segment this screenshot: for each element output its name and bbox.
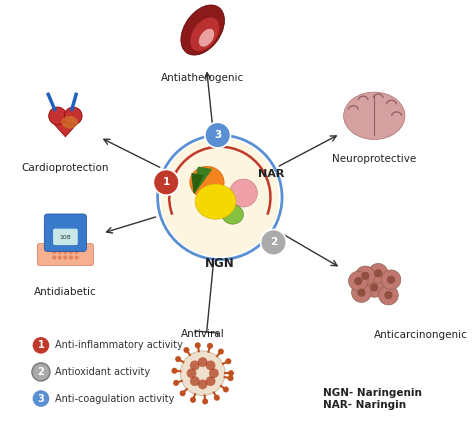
Circle shape: [161, 138, 279, 257]
Circle shape: [190, 376, 200, 386]
Text: NGN: NGN: [205, 257, 235, 269]
Ellipse shape: [190, 166, 224, 198]
Circle shape: [354, 277, 363, 285]
Circle shape: [198, 380, 208, 389]
Text: Anti-inflammatory activity: Anti-inflammatory activity: [55, 340, 182, 350]
Polygon shape: [194, 167, 211, 193]
Circle shape: [361, 272, 369, 280]
Circle shape: [63, 250, 67, 254]
Circle shape: [370, 283, 378, 292]
Circle shape: [32, 363, 50, 381]
Circle shape: [190, 397, 196, 403]
Text: NGN- Naringenin
NAR- Naringin: NGN- Naringenin NAR- Naringin: [323, 388, 422, 410]
Text: NAR: NAR: [258, 169, 285, 179]
Circle shape: [172, 368, 177, 374]
Circle shape: [225, 358, 231, 364]
Circle shape: [160, 137, 280, 257]
Polygon shape: [192, 174, 203, 193]
FancyBboxPatch shape: [53, 229, 78, 245]
Circle shape: [205, 122, 230, 148]
Text: Antiatherogenic: Antiatherogenic: [161, 73, 244, 83]
Circle shape: [183, 347, 190, 353]
Ellipse shape: [190, 18, 219, 51]
Circle shape: [381, 270, 401, 290]
Circle shape: [173, 380, 179, 386]
Circle shape: [218, 348, 224, 354]
Circle shape: [181, 351, 225, 396]
Text: 1: 1: [163, 177, 170, 187]
Text: Antiviral: Antiviral: [181, 329, 225, 339]
Circle shape: [384, 291, 392, 299]
Text: Cardioprotection: Cardioprotection: [22, 163, 109, 173]
Circle shape: [52, 250, 56, 254]
Circle shape: [154, 169, 179, 195]
Text: Anti-coagulation activity: Anti-coagulation activity: [55, 393, 174, 404]
Circle shape: [379, 285, 398, 305]
Ellipse shape: [195, 184, 236, 219]
Text: Antioxidant activity: Antioxidant activity: [55, 367, 150, 377]
Ellipse shape: [199, 29, 214, 47]
Circle shape: [352, 283, 371, 302]
Circle shape: [69, 250, 73, 254]
Circle shape: [202, 399, 208, 405]
Circle shape: [228, 375, 234, 381]
Circle shape: [206, 376, 216, 386]
Circle shape: [187, 369, 196, 378]
Ellipse shape: [229, 179, 257, 207]
Circle shape: [32, 336, 50, 354]
Circle shape: [348, 271, 368, 291]
Text: 3: 3: [37, 393, 45, 404]
Ellipse shape: [222, 205, 244, 224]
Circle shape: [69, 255, 73, 260]
Ellipse shape: [61, 116, 78, 129]
Text: 2: 2: [270, 237, 277, 248]
Circle shape: [58, 255, 62, 260]
Circle shape: [261, 230, 286, 255]
Circle shape: [52, 255, 56, 260]
Circle shape: [63, 255, 67, 260]
Circle shape: [206, 360, 216, 370]
Circle shape: [74, 255, 79, 260]
Text: 108: 108: [60, 235, 71, 240]
Circle shape: [190, 360, 200, 370]
Text: Anticarcinongenic: Anticarcinongenic: [374, 330, 468, 340]
Text: 2: 2: [37, 367, 45, 377]
Circle shape: [209, 369, 219, 378]
Ellipse shape: [181, 5, 225, 55]
Circle shape: [356, 266, 375, 286]
Circle shape: [228, 370, 234, 376]
Circle shape: [357, 288, 365, 297]
Text: 3: 3: [214, 130, 221, 140]
FancyBboxPatch shape: [37, 244, 93, 266]
Circle shape: [214, 395, 220, 401]
Circle shape: [49, 107, 66, 125]
Circle shape: [74, 250, 79, 254]
Circle shape: [195, 342, 201, 348]
Circle shape: [365, 278, 384, 297]
Circle shape: [368, 263, 388, 283]
Text: Neuroprotective: Neuroprotective: [332, 154, 416, 164]
Ellipse shape: [344, 92, 405, 139]
Polygon shape: [49, 119, 82, 137]
Circle shape: [58, 250, 62, 254]
Circle shape: [374, 269, 382, 278]
Circle shape: [175, 356, 181, 362]
Circle shape: [64, 107, 82, 125]
Circle shape: [207, 343, 213, 349]
FancyBboxPatch shape: [44, 214, 87, 251]
Circle shape: [198, 357, 208, 367]
Circle shape: [180, 390, 186, 396]
Circle shape: [32, 390, 50, 408]
Circle shape: [387, 275, 395, 284]
Text: 1: 1: [37, 340, 45, 350]
Circle shape: [223, 387, 229, 393]
Text: Antidiabetic: Antidiabetic: [34, 287, 97, 297]
